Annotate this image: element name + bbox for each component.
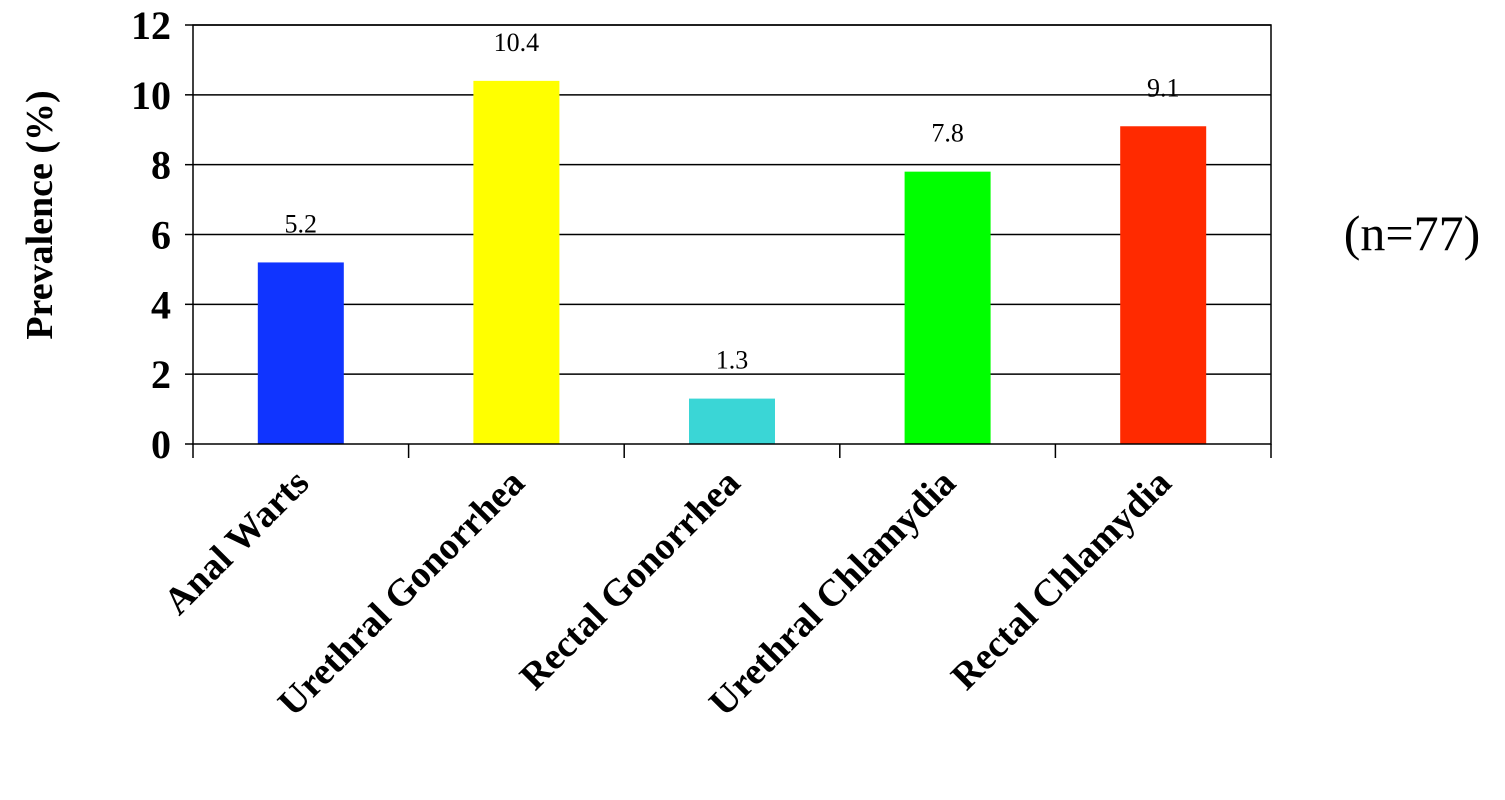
y-tick-label: 8	[151, 143, 171, 188]
data-label: 9.1	[1147, 73, 1180, 102]
x-tick-label: Rectal Chlamydia	[943, 462, 1179, 698]
sample-size-annotation: (n=77)	[1344, 205, 1481, 261]
axes	[185, 24, 1272, 458]
gridlines	[193, 24, 1271, 375]
x-tick-label: Rectal Gonorrhea	[512, 462, 748, 698]
y-tick-label: 12	[131, 3, 171, 48]
x-tick-label: Urethral Chlamydia	[701, 462, 964, 725]
data-label: 10.4	[494, 28, 540, 57]
y-tick-label: 6	[151, 213, 171, 258]
bars	[257, 80, 1207, 444]
bar	[904, 171, 991, 444]
y-axis-label: Prevalence (%)	[19, 90, 61, 339]
data-label: 1.3	[716, 346, 749, 375]
x-tick-label: Urethral Gonorrhea	[270, 462, 533, 725]
y-tick-label: 10	[131, 73, 171, 118]
bar	[689, 398, 775, 444]
y-tick-label: 2	[151, 352, 171, 397]
bar	[473, 80, 560, 444]
bar	[1120, 126, 1207, 444]
y-tick-label: 4	[151, 282, 171, 327]
bar	[257, 262, 344, 444]
y-tick-label: 0	[151, 422, 171, 467]
x-tick-label: Anal Warts	[156, 462, 317, 623]
data-label: 5.2	[285, 209, 318, 238]
data-label: 7.8	[931, 119, 964, 148]
